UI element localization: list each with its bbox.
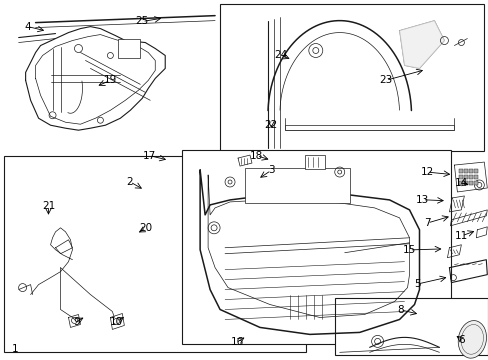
- Text: 1: 1: [12, 343, 19, 354]
- Text: 16: 16: [230, 337, 244, 347]
- Bar: [464, 181, 467, 185]
- Text: 2: 2: [126, 177, 133, 187]
- Text: 12: 12: [420, 167, 433, 177]
- Text: 10: 10: [110, 317, 123, 327]
- Text: 8: 8: [396, 305, 403, 315]
- Text: 6: 6: [457, 334, 464, 345]
- Ellipse shape: [457, 321, 486, 358]
- Bar: [182, 150, 450, 345]
- Text: 3: 3: [267, 165, 274, 175]
- Bar: [464, 169, 467, 173]
- Text: 18: 18: [249, 150, 263, 161]
- Text: 5: 5: [413, 279, 420, 289]
- Text: 4: 4: [24, 22, 31, 32]
- Bar: [334, 298, 488, 355]
- Text: 13: 13: [415, 195, 428, 205]
- Text: 22: 22: [264, 121, 277, 130]
- Bar: [458, 169, 462, 173]
- Text: 14: 14: [454, 178, 467, 188]
- Text: 15: 15: [402, 245, 415, 255]
- Text: 9: 9: [73, 317, 80, 327]
- Text: 20: 20: [139, 224, 152, 233]
- Text: 17: 17: [142, 150, 156, 161]
- Text: 21: 21: [42, 201, 55, 211]
- Bar: [468, 175, 472, 179]
- Bar: [473, 175, 477, 179]
- Text: 25: 25: [135, 17, 148, 27]
- Text: 19: 19: [103, 75, 117, 85]
- Bar: [464, 175, 467, 179]
- Bar: [244, 168, 349, 203]
- Polygon shape: [399, 21, 444, 68]
- Bar: [458, 181, 462, 185]
- Text: 7: 7: [423, 218, 430, 228]
- Bar: [220, 4, 483, 151]
- Bar: [4, 156, 305, 352]
- Bar: [304, 155, 324, 169]
- Bar: [468, 181, 472, 185]
- Bar: [458, 175, 462, 179]
- Text: 24: 24: [274, 50, 287, 60]
- Polygon shape: [453, 162, 487, 192]
- Bar: [473, 181, 477, 185]
- Bar: [118, 39, 140, 58]
- Text: 11: 11: [454, 231, 467, 241]
- Bar: [473, 169, 477, 173]
- Bar: [468, 169, 472, 173]
- Text: 23: 23: [379, 75, 392, 85]
